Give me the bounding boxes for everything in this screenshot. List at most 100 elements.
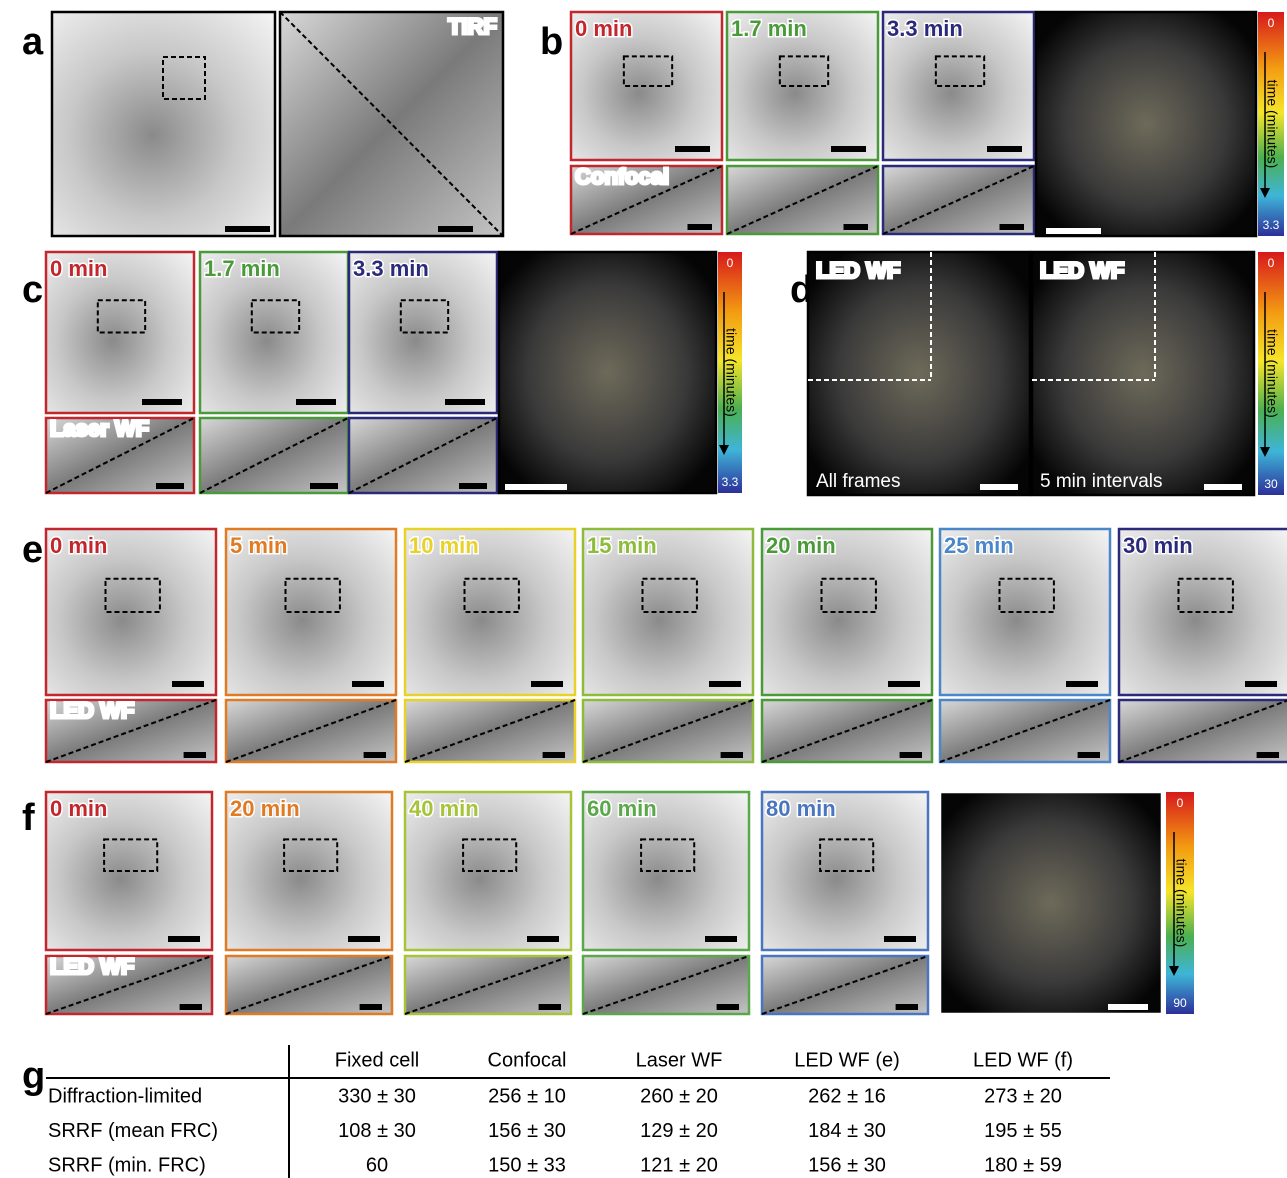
scale-bar — [348, 936, 380, 942]
frame-label: 0 min — [50, 256, 107, 281]
frame-label: 25 min — [944, 533, 1014, 558]
caption: All frames — [816, 471, 900, 492]
table-cell: 262 ± 16 — [808, 1085, 886, 1107]
scale-bar — [705, 936, 737, 942]
scale-bar — [896, 1004, 918, 1010]
caption: 5 min intervals — [1040, 471, 1163, 492]
scale-bar — [310, 483, 338, 489]
scale-bar — [709, 681, 741, 687]
micrograph — [499, 252, 716, 493]
scale-bar — [296, 399, 336, 405]
scale-bar — [352, 681, 384, 687]
scale-bar — [156, 483, 184, 489]
table-cell: 180 ± 59 — [984, 1154, 1062, 1176]
scale-bar — [980, 484, 1018, 490]
scale-bar — [1108, 1004, 1148, 1010]
row-label: Diffraction-limited — [48, 1085, 202, 1107]
scale-bar — [884, 936, 916, 942]
table-cell: 256 ± 10 — [488, 1085, 566, 1107]
frame-label: 20 min — [766, 533, 836, 558]
colorbar-label: time (minutes) — [1264, 329, 1280, 418]
table-cell: 60 — [366, 1154, 388, 1176]
table-cell: 108 ± 30 — [338, 1120, 416, 1142]
frame-label: LED WF — [816, 258, 900, 283]
table-header: LED WF (f) — [973, 1049, 1073, 1071]
table-cell: 330 ± 30 — [338, 1085, 416, 1107]
scale-bar — [142, 399, 182, 405]
panel-letter: b — [540, 21, 563, 63]
scale-bar — [531, 681, 563, 687]
scale-bar — [987, 146, 1022, 152]
table-header: Fixed cell — [335, 1049, 419, 1071]
frame-label: 0 min — [575, 16, 632, 41]
colorbar-label: time (minutes) — [1264, 80, 1280, 169]
scale-bar — [364, 752, 386, 758]
frame-label: 3.3 min — [353, 256, 429, 281]
scale-bar — [831, 146, 866, 152]
panel-letter: f — [22, 797, 35, 839]
frame-label: LED WF — [50, 954, 134, 979]
scale-bar — [543, 752, 565, 758]
colorbar-top: 0 — [1177, 796, 1184, 810]
frame-label: 10 min — [409, 533, 479, 558]
scale-bar — [360, 1004, 382, 1010]
colorbar-label: time (minutes) — [723, 328, 739, 417]
colorbar-top: 0 — [1268, 256, 1275, 270]
colorbar-bottom: 3.3 — [722, 475, 739, 489]
table-cell: 156 ± 30 — [488, 1120, 566, 1142]
scale-bar — [1066, 681, 1098, 687]
frame-label: 3.3 min — [887, 16, 963, 41]
frame-label: 5 min — [230, 533, 287, 558]
colorbar-top: 0 — [1268, 16, 1275, 30]
row-label: SRRF (mean FRC) — [48, 1120, 218, 1142]
frame-label: 40 min — [409, 796, 479, 821]
colorbar-bottom: 90 — [1173, 996, 1187, 1010]
figure: aTIRFb0 min1.7 min3.3 minConfocal03.3tim… — [0, 0, 1287, 1178]
micrograph — [940, 792, 1162, 1014]
scale-bar — [459, 483, 487, 489]
table-cell: 260 ± 20 — [640, 1085, 718, 1107]
scale-bar — [844, 224, 869, 230]
panel-letter: c — [22, 269, 43, 311]
scale-bar — [721, 752, 743, 758]
table-cell: 121 ± 20 — [640, 1154, 718, 1176]
scale-bar — [184, 752, 206, 758]
frame-label: 0 min — [50, 796, 107, 821]
frame-label: Confocal — [575, 164, 669, 189]
table-cell: 273 ± 20 — [984, 1085, 1062, 1107]
scale-bar — [172, 681, 204, 687]
scale-bar — [539, 1004, 561, 1010]
scale-bar — [888, 681, 920, 687]
scale-bar — [675, 146, 710, 152]
scale-bar — [688, 224, 713, 230]
scale-bar — [717, 1004, 739, 1010]
colorbar-bottom: 3.3 — [1263, 218, 1280, 232]
scale-bar — [180, 1004, 202, 1010]
frame-label: 1.7 min — [731, 16, 807, 41]
scale-bar — [1078, 752, 1100, 758]
scale-bar — [900, 752, 922, 758]
colorbar-label: time (minutes) — [1173, 859, 1189, 948]
table-cell: 150 ± 33 — [488, 1154, 566, 1176]
frame-label: 1.7 min — [204, 256, 280, 281]
scale-bar — [1257, 752, 1279, 758]
frame-label: LED WF — [1040, 258, 1124, 283]
table-header: Laser WF — [636, 1049, 723, 1071]
micrograph — [808, 252, 1030, 495]
scale-bar — [438, 226, 473, 232]
frame-label: 15 min — [587, 533, 657, 558]
panel-letter: e — [22, 529, 43, 571]
table-cell: 195 ± 55 — [984, 1120, 1062, 1142]
scale-bar — [225, 226, 270, 232]
micrograph — [1032, 252, 1254, 495]
micrograph — [1036, 12, 1256, 236]
scale-bar — [1046, 228, 1101, 234]
table-cell: 184 ± 30 — [808, 1120, 886, 1142]
scale-bar — [168, 936, 200, 942]
frame-label: 20 min — [230, 796, 300, 821]
scale-bar — [505, 484, 567, 490]
table-cell: 129 ± 20 — [640, 1120, 718, 1142]
panel-letter: g — [22, 1055, 45, 1097]
frame-label: 0 min — [50, 533, 107, 558]
frame-label: Laser WF — [50, 416, 149, 441]
